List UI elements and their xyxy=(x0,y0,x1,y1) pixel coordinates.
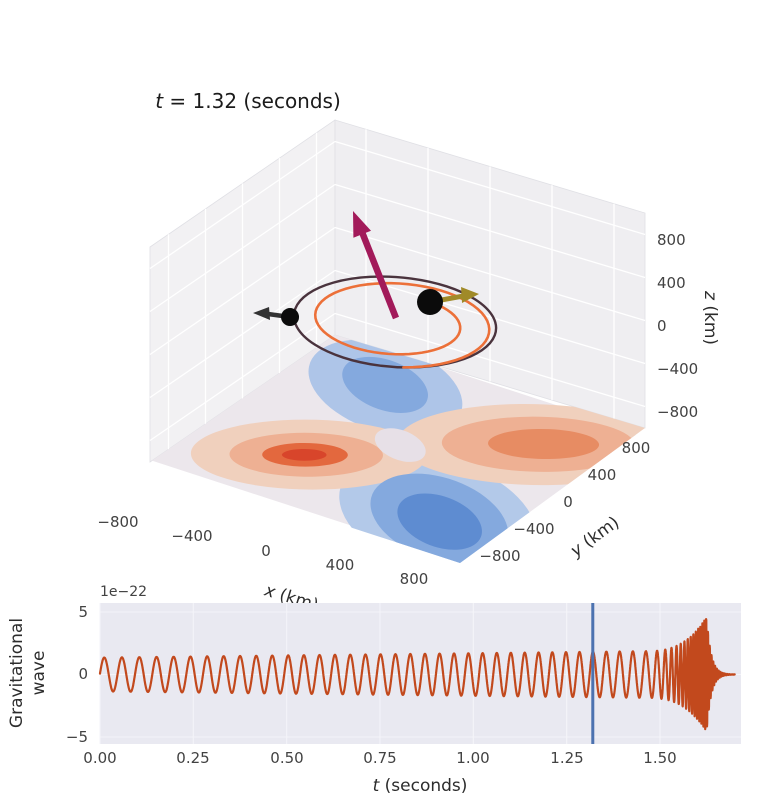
wall-grid-line xyxy=(149,183,336,313)
wave-x-axis-label: t (seconds) xyxy=(373,776,468,796)
y-tick-label: 800 xyxy=(622,439,651,457)
z-tick-label: −400 xyxy=(657,360,698,378)
wall-grid-line xyxy=(334,226,646,322)
wave-x-tick-label: 0.50 xyxy=(270,749,303,767)
wave-x-tick-label: 1.25 xyxy=(550,749,583,767)
x-tick-label: 800 xyxy=(400,570,429,588)
contour-level-ellipse xyxy=(374,428,426,462)
contour-level-ellipse xyxy=(397,493,482,550)
waveform-layer xyxy=(98,603,736,744)
spin-arrow-secondary-head xyxy=(253,307,271,321)
gravitational-wave-line xyxy=(98,617,736,731)
x-tick-label: −800 xyxy=(97,513,138,531)
y-tick-label: 0 xyxy=(563,493,573,511)
y-tick-label: −800 xyxy=(479,547,520,565)
z-axis-variable: z xyxy=(700,290,720,301)
wall-grid-line xyxy=(149,312,336,442)
wall-grid-line xyxy=(334,140,646,236)
orbit-trace-ring xyxy=(256,258,533,386)
title-variable: t xyxy=(155,89,164,113)
wave-x-tick-label: 1.00 xyxy=(456,749,489,767)
x-tick-label: 0 xyxy=(261,542,271,560)
right-wall-grid xyxy=(334,129,646,419)
x-tick-label: 400 xyxy=(326,556,355,574)
z-axis-unit: (km) xyxy=(700,300,720,345)
wave-y-axis-label: Gravitational wave xyxy=(7,618,49,728)
z-axis-label: z (km) xyxy=(700,290,720,345)
strain-contour-plane xyxy=(150,335,645,563)
plot-title: t = 1.32 (seconds) xyxy=(155,89,341,113)
angular-momentum-arrow-head xyxy=(353,211,371,238)
angular-momentum-arrow-shaft xyxy=(358,230,400,320)
orbit-plane-group xyxy=(256,258,533,386)
z-tick-label: 400 xyxy=(657,274,686,292)
wave-x-tick-label: 0.25 xyxy=(176,749,209,767)
wave-y-tick-label: 0 xyxy=(78,665,88,683)
wall-grid-line xyxy=(149,226,336,356)
z-tick-label: −800 xyxy=(657,403,698,421)
y-axis-label: y (km) xyxy=(566,513,623,562)
y-tick-label: −400 xyxy=(513,520,554,538)
z-tick-label: 0 xyxy=(657,317,667,335)
black-hole-primary xyxy=(417,289,444,316)
wave-y-tick-label: −5 xyxy=(66,728,88,746)
wave-x-tick-label: 0.75 xyxy=(363,749,396,767)
left-wall-grid xyxy=(149,132,336,450)
wall-grid-line xyxy=(149,269,336,399)
contour-level-ellipse xyxy=(281,448,327,461)
wave-x-tick-label: 1.50 xyxy=(643,749,676,767)
wall-grid-line xyxy=(334,183,646,279)
wave-y-tick-label: 5 xyxy=(78,603,88,621)
spin-arrow-primary-head xyxy=(461,287,480,304)
wave-y-axis-label-line1: Gravitational xyxy=(7,618,27,728)
title-text: = 1.32 (seconds) xyxy=(163,89,341,113)
black-hole-secondary xyxy=(281,308,300,327)
contour-level-ellipse xyxy=(342,356,428,413)
z-tick-label: 800 xyxy=(657,231,686,249)
wall-grid-line xyxy=(149,140,336,270)
wave-y-axis-label-line2: wave xyxy=(29,651,49,696)
contour-level-ellipse xyxy=(488,429,600,460)
wave-x-axis-unit: (seconds) xyxy=(379,776,467,796)
y-axis-offset-label: 1e−22 xyxy=(100,584,147,600)
inspiral-trail xyxy=(282,268,524,378)
wave-x-axis-variable: t xyxy=(373,776,381,796)
y-axis-unit: (km) xyxy=(575,513,623,556)
wall-grid-line xyxy=(334,312,646,408)
bodies-and-arrows-group xyxy=(253,211,480,327)
x-tick-label: −400 xyxy=(171,527,212,545)
y-tick-label: 400 xyxy=(588,466,617,484)
wave-x-tick-label: 0.00 xyxy=(83,749,116,767)
